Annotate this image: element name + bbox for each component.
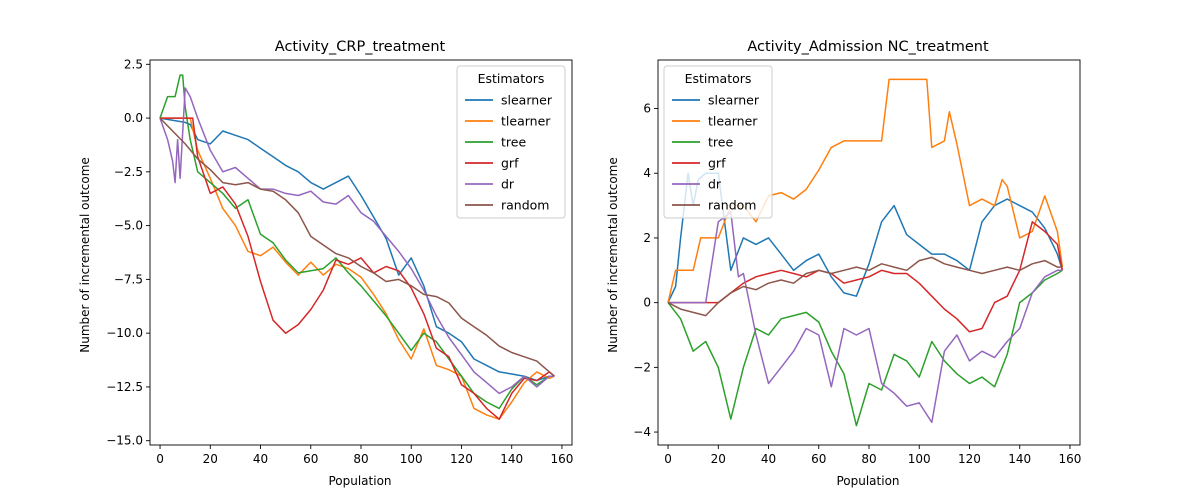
x-tick-label: 60 <box>811 452 826 466</box>
plot-area: 0 20 40 60 80 100 120 140 160 −4 −2 0 2 4 6 Estimators s… <box>633 59 1081 466</box>
y-tick-label: 0.0 <box>124 111 143 125</box>
right-chart: Activity_Admission NC_treatment Populati… <box>606 39 1081 488</box>
legend-label-tree: tree <box>501 135 526 150</box>
legend-label-random: random <box>501 198 549 213</box>
legend: Estimators slearner tlearner tree grf dr rando… <box>456 65 566 219</box>
x-axis-label: Population <box>328 474 391 488</box>
x-tick-label: 120 <box>958 452 981 466</box>
legend-title: Estimators <box>478 71 545 86</box>
y-tick-label: −7.5 <box>114 272 143 286</box>
series-line-slearner <box>159 117 555 382</box>
legend-label-tree: tree <box>708 135 733 150</box>
y-axis-label: Number of incremental outcome <box>78 157 92 353</box>
x-tick-label: 0 <box>664 452 672 466</box>
left-chart: Activity_CRP_treatment Population Number… <box>78 39 573 488</box>
series-line-tlearner <box>160 117 555 420</box>
x-tick-label: 20 <box>203 452 218 466</box>
legend-label-dr: dr <box>501 177 515 192</box>
y-tick-label: 2 <box>643 231 651 245</box>
y-tick-label: −10.0 <box>106 326 143 340</box>
series-line-tlearner <box>667 78 1064 303</box>
legend-label-grf: grf <box>708 156 726 171</box>
legend: Estimators slearner tlearner tree grf dr rando… <box>663 65 773 219</box>
chart-title: Activity_CRP_treatment <box>275 39 446 55</box>
legend-label-dr: dr <box>708 177 722 192</box>
series-line-tree <box>667 269 1063 427</box>
plot-area: 0 20 40 60 80 100 120 140 160 −15.0 −12.5 −10.0 −7.5… <box>106 57 573 466</box>
y-tick-label: −2.5 <box>114 165 143 179</box>
legend-box <box>663 65 773 219</box>
y-tick-label: 0 <box>643 296 651 310</box>
x-tick-label: 40 <box>761 452 776 466</box>
y-axis-label: Number of incremental outcome <box>606 157 620 353</box>
y-tick-label: −15.0 <box>106 434 143 448</box>
x-tick-label: 140 <box>500 452 523 466</box>
x-tick-label: 60 <box>303 452 318 466</box>
y-tick-label: −2 <box>633 360 651 374</box>
series-line-dr <box>159 87 555 395</box>
legend-label-slearner: slearner <box>501 93 553 108</box>
legend-label-slearner: slearner <box>708 93 760 108</box>
x-tick-label: 120 <box>450 452 473 466</box>
legend-label-random: random <box>708 198 756 213</box>
y-tick-label: 6 <box>643 102 651 116</box>
series-line-dr <box>668 211 1063 424</box>
x-tick-label: 80 <box>353 452 368 466</box>
x-tick-label: 100 <box>908 452 931 466</box>
x-tick-label: 80 <box>861 452 876 466</box>
x-tick-label: 0 <box>156 452 164 466</box>
legend-title: Estimators <box>685 71 752 86</box>
x-tick-label: 160 <box>1058 452 1081 466</box>
y-tick-label: −4 <box>633 425 651 439</box>
x-axis-label: Population <box>836 474 899 488</box>
x-tick-label: 40 <box>253 452 268 466</box>
y-tick-label: −5.0 <box>114 219 143 233</box>
series-line-tree <box>159 74 555 410</box>
x-tick-label: 100 <box>400 452 423 466</box>
series-line-random <box>159 117 555 377</box>
x-tick-label: 160 <box>550 452 573 466</box>
legend-label-grf: grf <box>501 156 519 171</box>
series-line-random <box>667 256 1063 317</box>
legend-label-tlearner: tlearner <box>501 114 551 129</box>
legend-box <box>456 65 566 219</box>
y-tick-label: 2.5 <box>124 57 143 71</box>
y-tick-label: −12.5 <box>106 380 143 394</box>
x-tick-label: 20 <box>711 452 726 466</box>
series-line-grf <box>160 117 555 420</box>
legend-label-tlearner: tlearner <box>708 114 758 129</box>
y-tick-label: 4 <box>643 166 651 180</box>
chart-title: Activity_Admission NC_treatment <box>747 39 989 55</box>
x-tick-label: 140 <box>1008 452 1031 466</box>
series-line-grf <box>668 221 1064 333</box>
